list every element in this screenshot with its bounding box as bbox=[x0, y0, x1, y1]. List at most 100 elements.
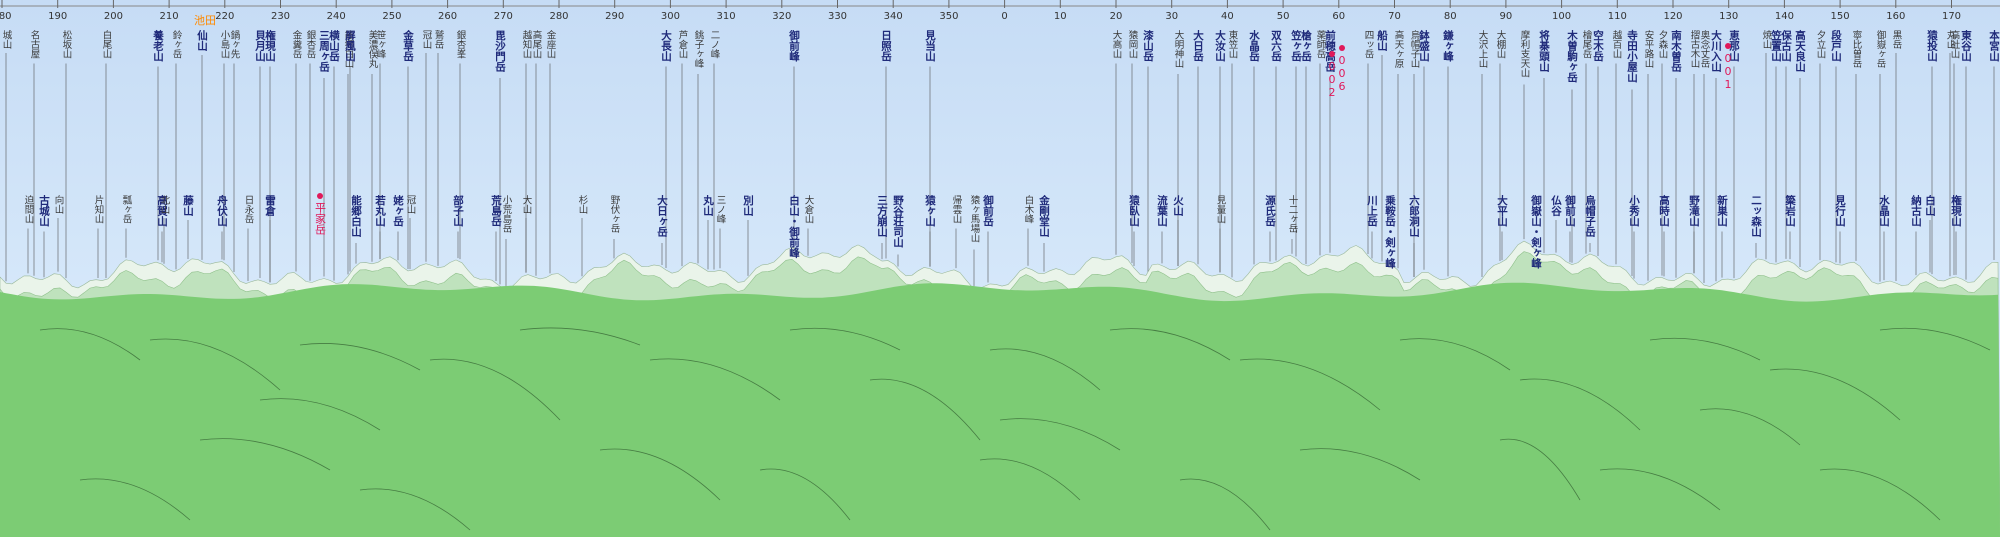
peak-label[interactable]: 毘沙門岳 bbox=[494, 30, 506, 73]
peak-label[interactable]: 金剛堂山 bbox=[1038, 194, 1050, 238]
peak-label[interactable]: 前穂高岳 bbox=[1324, 29, 1336, 73]
peak-label[interactable]: 笹ヶ峰 bbox=[375, 29, 387, 58]
peak-label[interactable]: 高社山 bbox=[1949, 29, 1961, 58]
peak-label[interactable]: 権現山 bbox=[264, 29, 276, 62]
peak-label[interactable]: 大棚山 bbox=[1495, 29, 1507, 58]
peak-label[interactable]: 白木峰 bbox=[1023, 194, 1035, 223]
peak-label[interactable]: 黒岳 bbox=[1891, 30, 1903, 50]
peak-label[interactable]: 流葉山 bbox=[1156, 194, 1168, 227]
peak-label[interactable]: 烏帽子山 bbox=[1409, 29, 1421, 68]
peak-label[interactable]: 猿ヶ馬場山 bbox=[969, 194, 981, 242]
peak-label[interactable]: 猿岡山 bbox=[1127, 29, 1139, 58]
peak-label[interactable]: 猿投山 bbox=[1926, 29, 1938, 62]
peak-label[interactable]: 冠山 bbox=[405, 195, 417, 214]
peak-label[interactable]: 大明神山 bbox=[1173, 29, 1185, 68]
peak-label[interactable]: 鎌ヶ峰 bbox=[1442, 29, 1454, 62]
peak-label[interactable]: 能郷白山 bbox=[350, 194, 362, 238]
peak-label[interactable]: 船山 bbox=[1376, 29, 1388, 52]
peak-label[interactable]: 白山・御前峰 bbox=[788, 194, 800, 259]
peak-label[interactable]: 笠置山 bbox=[1770, 29, 1782, 62]
peak-label[interactable]: 東笠山 bbox=[1227, 29, 1239, 58]
peak-label[interactable]: 越知山 bbox=[521, 29, 533, 58]
peak-label[interactable]: 金草岳 bbox=[402, 29, 414, 62]
peak-label[interactable]: 鍋ヶ先 bbox=[229, 29, 241, 59]
peak-label[interactable]: 烏帽子岳 bbox=[1584, 194, 1596, 238]
peak-label[interactable]: 寺田小屋山 bbox=[1626, 29, 1638, 83]
peak-label[interactable]: 大日ヶ岳 bbox=[656, 194, 668, 238]
peak-label[interactable]: 野滝山 bbox=[1688, 195, 1700, 227]
peak-label[interactable]: 養老山 bbox=[152, 29, 164, 62]
peak-label[interactable]: 四ッ岳 bbox=[1363, 30, 1375, 59]
peak-label[interactable]: 火山 bbox=[1172, 195, 1184, 217]
peak-label[interactable]: 白尾山 bbox=[101, 29, 113, 58]
peak-label[interactable]: 見量山 bbox=[1215, 195, 1227, 224]
peak-label[interactable]: 高賀山 bbox=[156, 194, 168, 227]
peak-label[interactable]: 丸山 bbox=[1945, 29, 1957, 49]
peak-label[interactable]: 二ノ峰 bbox=[709, 30, 721, 59]
peak-label[interactable]: 帰雲山 bbox=[951, 194, 963, 223]
peak-label[interactable]: 仙山 bbox=[196, 29, 208, 52]
peak-label[interactable]: 二ッ森山 bbox=[1750, 195, 1762, 238]
peak-label[interactable]: 御前山 bbox=[1564, 194, 1576, 227]
peak-label[interactable]: 金座山 bbox=[545, 29, 557, 58]
peak-label[interactable]: 藤山 bbox=[182, 194, 194, 217]
peak-label[interactable]: 段戸山 bbox=[1830, 29, 1842, 62]
peak-label[interactable]: 見行山 bbox=[1834, 195, 1846, 227]
peak-label[interactable]: 日永岳 bbox=[243, 195, 255, 224]
peak-label[interactable]: 奥念丈岳 bbox=[1699, 29, 1711, 69]
peak-label[interactable]: 若丸山 bbox=[374, 194, 386, 227]
peak-label[interactable]: 鈴ヶ岳 bbox=[171, 29, 183, 59]
peak-label[interactable]: 安平路山 bbox=[1643, 29, 1655, 68]
peak-label[interactable]: 銚子ヶ峰 bbox=[693, 29, 705, 68]
peak-label[interactable]: 焼山 bbox=[1761, 29, 1773, 49]
peak-label[interactable]: 向山 bbox=[53, 194, 65, 214]
peak-label[interactable]: 杉山 bbox=[577, 194, 589, 214]
peak-label[interactable]: 漆山岳 bbox=[1142, 29, 1154, 62]
peak-label[interactable]: 大山 bbox=[521, 194, 533, 214]
peak-label[interactable]: 寧比曽岳 bbox=[1851, 29, 1863, 69]
peak-label[interactable]: 銀杏岳 bbox=[305, 29, 317, 59]
peak-label[interactable]: 小荒島岳 bbox=[501, 195, 513, 234]
peak-label[interactable]: 名古屋 bbox=[29, 29, 41, 59]
peak-label[interactable]: 北山 bbox=[159, 195, 171, 214]
peak-label[interactable]: 将棊頭山 bbox=[1538, 29, 1550, 73]
peak-label[interactable]: 雷倉 bbox=[264, 195, 276, 217]
peak-label[interactable]: 御前岳 bbox=[982, 194, 994, 227]
peak-label[interactable]: 御前峰 bbox=[788, 29, 800, 62]
peak-label[interactable]: 舟伏山 bbox=[216, 194, 228, 227]
peak-label[interactable]: 小秀山 bbox=[1628, 194, 1640, 227]
peak-label[interactable]: 日照岳 bbox=[880, 30, 892, 62]
peak-label[interactable]: 高尾山 bbox=[531, 29, 543, 58]
peak-label[interactable]: 松坂山 bbox=[61, 29, 73, 58]
peak-label[interactable]: 越百山 bbox=[1611, 29, 1623, 58]
peak-label[interactable]: 仏谷 bbox=[1550, 195, 1562, 217]
peak-label[interactable]: 大平山 bbox=[1496, 194, 1508, 227]
peak-label[interactable]: 本宮山 bbox=[1988, 29, 2000, 62]
peak-label[interactable]: 姥ヶ岳 bbox=[392, 194, 404, 227]
peak-label[interactable]: 大日岳 bbox=[1192, 29, 1204, 62]
peak-label[interactable]: 屏風山 bbox=[344, 30, 356, 62]
peak-label[interactable]: 銀杏峯 bbox=[455, 29, 467, 59]
peak-label[interactable]: 水晶山 bbox=[1878, 194, 1890, 227]
peak-label[interactable]: 乗鞍岳・剣ヶ峰 bbox=[1384, 194, 1396, 269]
peak-label[interactable]: 夕森山 bbox=[1657, 29, 1669, 58]
peak-label[interactable]: 鉢盛山 bbox=[1418, 29, 1430, 62]
marker-label[interactable]: 002 bbox=[1326, 60, 1339, 99]
peak-label[interactable]: 保古山 bbox=[1780, 29, 1792, 62]
peak-label[interactable]: 貝月山 bbox=[254, 30, 266, 62]
peak-label[interactable]: 丸山 bbox=[702, 194, 714, 217]
peak-label[interactable]: 納古山 bbox=[1910, 194, 1922, 227]
peak-label[interactable]: 源氏岳 bbox=[1264, 194, 1276, 227]
peak-label[interactable]: 猿臥山 bbox=[1128, 194, 1140, 227]
peak-label[interactable]: 野伏ヶ岳 bbox=[609, 195, 621, 234]
peak-label[interactable]: 芦倉山 bbox=[677, 30, 689, 59]
peak-label[interactable]: 見当山 bbox=[924, 30, 936, 62]
peak-label[interactable]: 六郎洞山 bbox=[1408, 194, 1420, 238]
peak-label[interactable]: 能郷白山 bbox=[343, 29, 355, 68]
peak-label[interactable]: 御嶽ヶ岳 bbox=[1875, 29, 1887, 69]
marker-label[interactable]: 006 bbox=[1336, 54, 1349, 93]
peak-label[interactable]: 大汝山 bbox=[1214, 29, 1226, 62]
peak-label[interactable]: 大倉山 bbox=[803, 194, 815, 223]
